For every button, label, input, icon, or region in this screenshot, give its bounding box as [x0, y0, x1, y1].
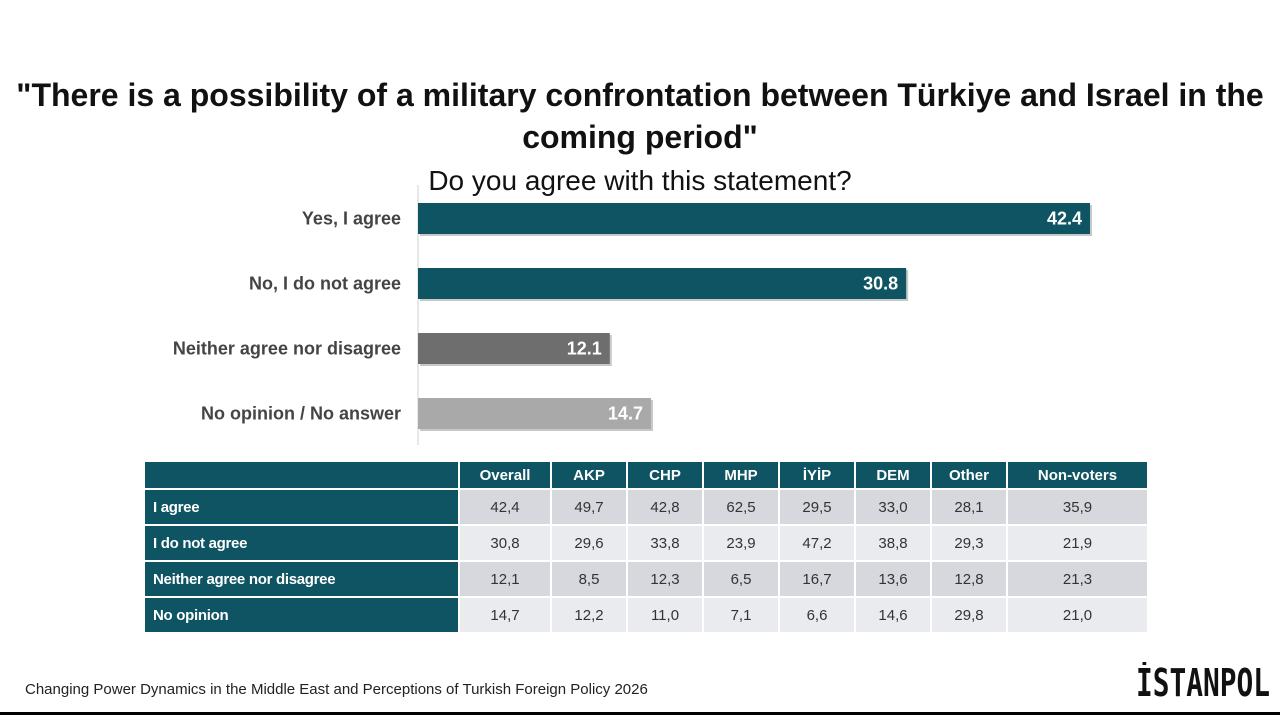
table-cell: 21,9 [1007, 524, 1149, 561]
table-cell: 49,7 [551, 488, 628, 525]
column-header: AKP [551, 462, 628, 489]
table-cell: 21,3 [1007, 560, 1149, 597]
table-row: Neither agree nor disagree 12,1 8,5 12,3 6,5… [145, 560, 1149, 597]
table-row: I do not agree 30,8 29,6 33,8 23,9 47,2 38,8 29… [145, 524, 1149, 561]
title-question: "There is a possibility of a military co… [16, 77, 1264, 155]
table-cell: 14,6 [855, 596, 932, 632]
table-cell: 23,9 [703, 524, 780, 561]
table-cell: 29,5 [779, 488, 856, 525]
table-cell: 8,5 [551, 560, 628, 597]
table-cell: 7,1 [703, 596, 780, 632]
chart-title: "There is a possibility of a military co… [0, 74, 1280, 202]
table-cell: 16,7 [779, 560, 856, 597]
table-cell: 12,1 [459, 560, 552, 597]
row-header: I do not agree [145, 524, 460, 561]
logo-text: İSTANPOL [1136, 662, 1270, 702]
column-header: Overall [459, 462, 552, 489]
bar [418, 268, 907, 299]
table-cell: 29,8 [931, 596, 1008, 632]
row-header: Neither agree nor disagree [145, 560, 460, 597]
table-cell: 11,0 [627, 596, 704, 632]
column-header: Non-voters [1007, 462, 1149, 489]
table-cell: 21,0 [1007, 596, 1149, 632]
column-header: İYİP [779, 462, 856, 489]
table-cell: 12,2 [551, 596, 628, 632]
data-label: 14.7 [608, 404, 643, 424]
table-row: I agree 42,4 49,7 42,8 62,5 29,5 33,0 28,1 35,9 [145, 488, 1149, 525]
bottom-rule [0, 712, 1280, 715]
table-cell: 12,3 [627, 560, 704, 597]
category-label: Neither agree nor disagree [173, 339, 401, 359]
data-label: 12.1 [567, 339, 602, 359]
table-cell: 62,5 [703, 488, 780, 525]
bar-chart: Yes, I agree 42.4 No, I do not agree 30.8 Ne… [173, 185, 1092, 445]
table-header-row: Overall AKP CHP MHP İYİP DEM Other Non-voters [145, 462, 1149, 489]
column-header: CHP [627, 462, 704, 489]
table-cell: 42,8 [627, 488, 704, 525]
table-cell: 6,6 [779, 596, 856, 632]
table-cell: 13,6 [855, 560, 932, 597]
table-cell: 35,9 [1007, 488, 1149, 525]
table-cell: 47,2 [779, 524, 856, 561]
category-label: Yes, I agree [302, 209, 401, 229]
column-header: Other [931, 462, 1008, 489]
table-cell: 28,1 [931, 488, 1008, 525]
crosstab-table: Overall AKP CHP MHP İYİP DEM Other Non-voters I… [145, 462, 1149, 632]
column-header: DEM [855, 462, 932, 489]
column-header: MHP [703, 462, 780, 489]
table-corner [145, 462, 460, 489]
table-cell: 33,8 [627, 524, 704, 561]
data-label: 30.8 [863, 274, 898, 294]
bar [418, 203, 1090, 234]
category-label: No opinion / No answer [201, 404, 401, 424]
table-cell: 14,7 [459, 596, 552, 632]
table-cell: 42,4 [459, 488, 552, 525]
table-cell: 6,5 [703, 560, 780, 597]
bar [418, 333, 610, 364]
table-cell: 12,8 [931, 560, 1008, 597]
istanpol-logo: İSTANPOL [1136, 662, 1270, 702]
table-cell: 33,0 [855, 488, 932, 525]
row-header: I agree [145, 488, 460, 525]
table-cell: 29,6 [551, 524, 628, 561]
table-cell: 30,8 [459, 524, 552, 561]
row-header: No opinion [145, 596, 460, 632]
title-subtitle: Do you agree with this statement? [428, 165, 852, 196]
table-row: No opinion 14,7 12,2 11,0 7,1 6,6 14,6 29,8 21,0 [145, 596, 1149, 632]
bar [418, 398, 651, 429]
table-cell: 38,8 [855, 524, 932, 561]
source-footer: Changing Power Dynamics in the Middle Ea… [25, 681, 648, 698]
category-label: No, I do not agree [249, 274, 401, 294]
data-label: 42.4 [1047, 209, 1082, 229]
table-cell: 29,3 [931, 524, 1008, 561]
